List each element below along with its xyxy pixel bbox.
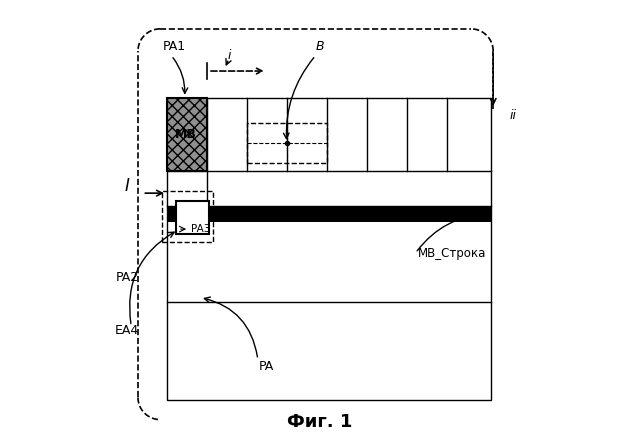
Text: PA: PA [259, 360, 275, 373]
Bar [167, 98, 207, 171]
Text: ii: ii [509, 109, 516, 122]
Text: PA3: PA3 [191, 224, 211, 234]
Text: Фиг. 1: Фиг. 1 [287, 412, 353, 431]
Bar [167, 98, 491, 400]
Text: i: i [227, 49, 231, 62]
Text: MB: MB [175, 127, 196, 141]
Text: PA1: PA1 [163, 40, 186, 53]
Bar [167, 206, 491, 222]
Text: PA2: PA2 [115, 271, 138, 284]
Text: ЕA4: ЕA4 [115, 324, 139, 337]
Bar [163, 191, 213, 242]
Text: I: I [124, 178, 129, 195]
Text: B: B [316, 40, 324, 53]
Bar [176, 201, 209, 234]
Bar [247, 123, 326, 163]
Text: MB_Строка: MB_Строка [418, 246, 486, 260]
